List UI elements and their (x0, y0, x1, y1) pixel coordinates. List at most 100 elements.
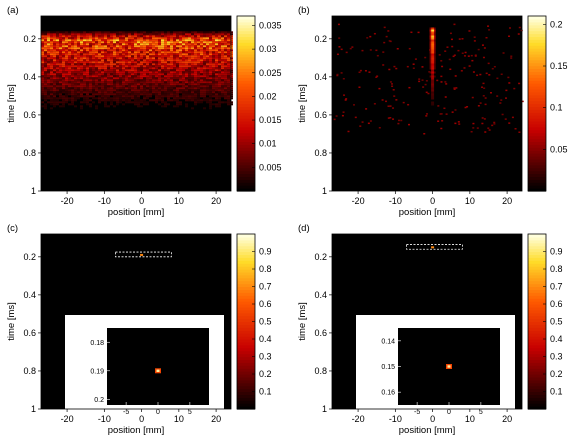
heatmap-cell (53, 91, 56, 94)
heatmap-cell (481, 44, 484, 46)
heatmap-cell (122, 97, 125, 100)
heatmap-cell (464, 106, 467, 109)
heatmap-cell (209, 95, 212, 98)
heatmap-cell (122, 43, 125, 46)
heatmap-cell (185, 83, 188, 86)
panel-label: (c) (7, 223, 18, 234)
heatmap-cell (125, 101, 128, 104)
heatmap-cell (167, 39, 170, 42)
panel-c: -5 0 50.180.190.2-20 -10 0 10 200.20.40.60.81p… (6, 223, 272, 436)
heatmap-cell (167, 47, 170, 50)
heatmap-cell (101, 87, 104, 90)
heatmap-cell (209, 81, 212, 84)
heatmap-cell (56, 53, 59, 56)
colorbar-swatch (528, 394, 546, 398)
heatmap-cell (131, 37, 134, 40)
heatmap-cell (431, 83, 435, 86)
heatmap-cell (122, 75, 125, 78)
heatmap-cell (80, 93, 83, 96)
heatmap-cell (65, 81, 68, 84)
heatmap-cell (65, 47, 68, 50)
heatmap-cell (68, 55, 71, 58)
heatmap-cell (50, 41, 53, 44)
heatmap-cell (122, 71, 125, 74)
heatmap-cell (110, 47, 113, 50)
heatmap-cell (143, 49, 146, 52)
heatmap-cell (484, 103, 487, 106)
heatmap-cell (176, 79, 179, 82)
heatmap-cell (218, 43, 221, 46)
heatmap-cell (140, 45, 143, 48)
heatmap-cell (146, 89, 149, 92)
heatmap-background (332, 16, 522, 191)
heatmap-cell (74, 83, 77, 86)
heatmap-cell (200, 75, 203, 78)
heatmap-cell (80, 71, 83, 74)
heatmap-cell (197, 67, 200, 70)
heatmap-cell (188, 55, 191, 58)
heatmap-cell (161, 71, 164, 74)
heatmap-cell (140, 65, 143, 68)
heatmap-cell (134, 69, 137, 72)
heatmap-cell (170, 75, 173, 78)
heatmap-cell (119, 75, 122, 78)
heatmap-cell (122, 45, 125, 48)
colorbar-swatch (237, 283, 255, 288)
y-tick-label: 0.2 (314, 34, 327, 44)
heatmap-cell (161, 95, 164, 98)
heatmap-cell (230, 65, 233, 68)
colorbar-swatch (237, 147, 255, 151)
heatmap-cell (98, 81, 101, 84)
heatmap-cell (194, 83, 197, 86)
heatmap-cell (209, 107, 212, 110)
heatmap-cell (224, 61, 227, 64)
heatmap-cell (410, 31, 413, 34)
heatmap-cell (173, 71, 176, 74)
heatmap-cell (143, 41, 146, 44)
heatmap-cell (98, 91, 101, 94)
heatmap-cell (164, 73, 167, 76)
heatmap-cell (200, 41, 203, 44)
heatmap-cell (74, 57, 77, 60)
heatmap-cell (80, 95, 83, 98)
heatmap-cell (80, 33, 83, 36)
heatmap-cell (140, 55, 143, 58)
heatmap-cell (80, 49, 83, 52)
heatmap-cell (164, 59, 167, 62)
heatmap-cell (131, 65, 134, 68)
heatmap-cell (429, 57, 432, 60)
heatmap-cell (366, 37, 369, 39)
heatmap-cell (131, 57, 134, 60)
heatmap-cell (173, 59, 176, 62)
heatmap-cell (143, 99, 146, 102)
heatmap-cell (74, 67, 77, 70)
heatmap-cell (95, 77, 98, 80)
heatmap-cell (68, 63, 71, 66)
colorbar-swatch (237, 257, 255, 261)
heatmap-cell (77, 77, 80, 80)
heatmap-cell (50, 77, 53, 80)
colorbar-tick-label: 0.4 (550, 334, 563, 344)
heatmap-cell (224, 67, 227, 70)
heatmap-cell (429, 41, 432, 44)
heatmap-cell (77, 33, 80, 36)
heatmap-cell (152, 67, 155, 70)
heatmap-cell (197, 57, 200, 60)
heatmap-cell (56, 59, 59, 62)
heatmap-cell (200, 85, 203, 88)
heatmap-cell (110, 43, 113, 46)
heatmap-cell (95, 43, 98, 46)
heatmap-cell (131, 81, 134, 84)
heatmap-cell (188, 35, 191, 38)
heatmap-cell (113, 79, 116, 82)
colorbar-swatch (528, 161, 546, 166)
heatmap-cell (104, 95, 107, 98)
colorbar-swatch (237, 362, 255, 366)
heatmap-cell (83, 63, 86, 66)
heatmap-cell (158, 37, 161, 40)
heatmap-cell (137, 43, 140, 46)
colorbar-swatch (528, 65, 546, 70)
heatmap-cell (83, 87, 86, 90)
heatmap-cell (227, 41, 230, 44)
heatmap-cell (224, 49, 227, 52)
